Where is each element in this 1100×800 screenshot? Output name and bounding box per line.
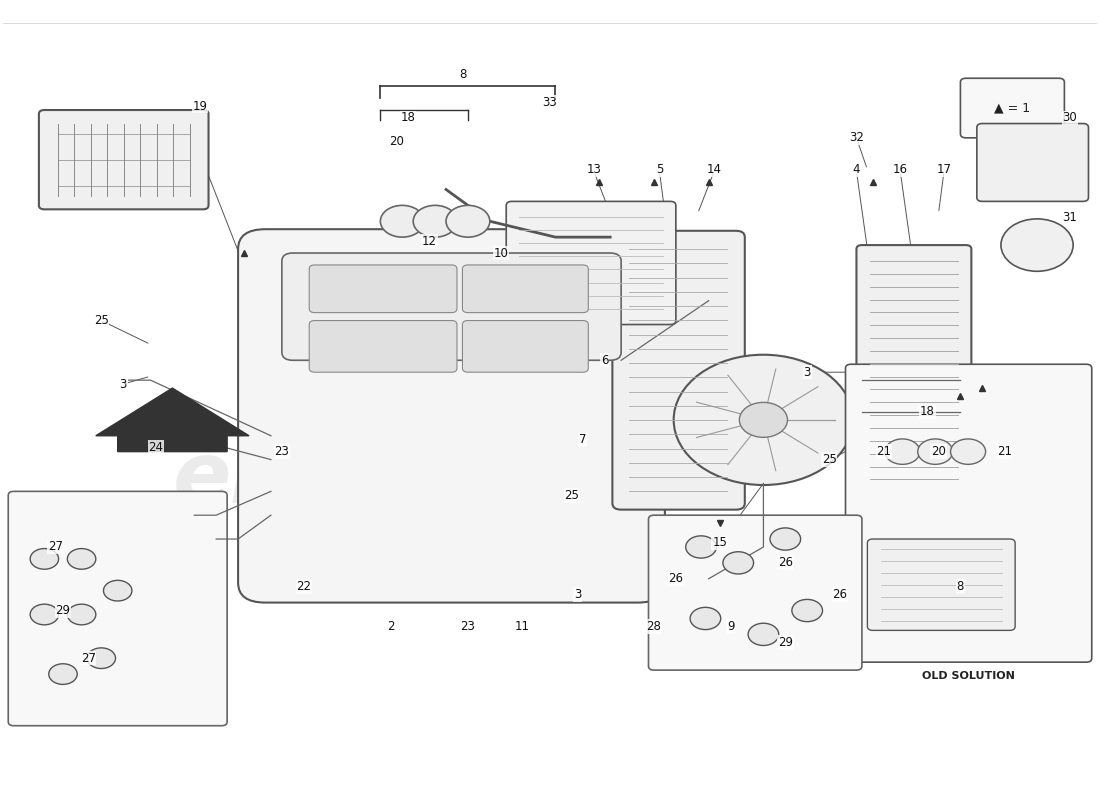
Text: 17: 17 <box>936 163 952 176</box>
Circle shape <box>30 604 58 625</box>
Circle shape <box>381 206 425 237</box>
Text: 31: 31 <box>1063 210 1077 224</box>
Text: 28: 28 <box>647 620 661 633</box>
Text: 9: 9 <box>727 620 735 633</box>
Text: 21: 21 <box>997 445 1012 458</box>
Text: 10: 10 <box>493 246 508 259</box>
Text: a passion for parts: a passion for parts <box>311 537 570 565</box>
Circle shape <box>1001 219 1074 271</box>
Text: 33: 33 <box>542 95 558 109</box>
Circle shape <box>690 607 721 630</box>
FancyBboxPatch shape <box>309 321 456 372</box>
Text: 20: 20 <box>389 135 404 148</box>
Polygon shape <box>96 388 249 452</box>
Text: 20: 20 <box>931 445 946 458</box>
FancyBboxPatch shape <box>857 245 971 495</box>
FancyBboxPatch shape <box>9 491 227 726</box>
Circle shape <box>748 623 779 646</box>
FancyBboxPatch shape <box>282 253 622 360</box>
FancyBboxPatch shape <box>868 539 1015 630</box>
Text: 25: 25 <box>822 453 836 466</box>
Text: 25: 25 <box>564 489 580 502</box>
FancyBboxPatch shape <box>960 78 1065 138</box>
Text: 29: 29 <box>778 636 793 649</box>
Circle shape <box>884 439 920 464</box>
Text: 26: 26 <box>833 588 847 601</box>
FancyBboxPatch shape <box>506 202 675 325</box>
Text: 27: 27 <box>80 652 96 665</box>
Text: ▲ = 1: ▲ = 1 <box>994 102 1031 114</box>
FancyBboxPatch shape <box>462 321 588 372</box>
Text: 29: 29 <box>55 604 70 617</box>
FancyBboxPatch shape <box>462 265 588 313</box>
Text: 16: 16 <box>893 163 907 176</box>
Circle shape <box>87 648 116 669</box>
Text: 5: 5 <box>656 163 663 176</box>
Text: 26: 26 <box>778 556 793 570</box>
Text: 3: 3 <box>120 378 127 390</box>
Text: 13: 13 <box>586 163 602 176</box>
Circle shape <box>792 599 823 622</box>
Circle shape <box>30 549 58 570</box>
Text: 32: 32 <box>849 131 864 144</box>
Text: 18: 18 <box>400 111 415 125</box>
Text: eLeparts: eLeparts <box>173 438 600 521</box>
Text: 8: 8 <box>459 68 466 81</box>
Text: 21: 21 <box>877 445 891 458</box>
Text: 6: 6 <box>601 354 608 366</box>
Circle shape <box>414 206 456 237</box>
Text: 3: 3 <box>574 588 581 601</box>
Circle shape <box>103 580 132 601</box>
Circle shape <box>67 549 96 570</box>
Text: 23: 23 <box>461 620 475 633</box>
FancyBboxPatch shape <box>649 515 862 670</box>
Text: 26: 26 <box>669 572 683 586</box>
Circle shape <box>48 664 77 685</box>
Circle shape <box>723 552 754 574</box>
FancyBboxPatch shape <box>613 230 745 510</box>
FancyBboxPatch shape <box>846 364 1091 662</box>
Text: 14: 14 <box>706 163 722 176</box>
Text: 30: 30 <box>1063 111 1077 125</box>
Circle shape <box>67 604 96 625</box>
Text: 22: 22 <box>296 580 311 593</box>
FancyBboxPatch shape <box>39 110 209 210</box>
Text: 7: 7 <box>579 434 586 446</box>
Text: 12: 12 <box>422 234 437 248</box>
Text: 24: 24 <box>148 441 164 454</box>
Text: 15: 15 <box>712 537 727 550</box>
Text: 4: 4 <box>852 163 860 176</box>
Text: 27: 27 <box>47 541 63 554</box>
Text: 25: 25 <box>94 314 109 327</box>
Text: OLD SOLUTION: OLD SOLUTION <box>922 670 1015 681</box>
Text: 11: 11 <box>515 620 530 633</box>
Circle shape <box>739 402 788 438</box>
Text: 19: 19 <box>192 99 207 113</box>
Circle shape <box>685 536 716 558</box>
Circle shape <box>950 439 986 464</box>
Text: 18: 18 <box>920 406 935 418</box>
Text: 8: 8 <box>957 580 964 593</box>
Text: 2: 2 <box>387 620 395 633</box>
Text: 23: 23 <box>274 445 289 458</box>
FancyBboxPatch shape <box>977 123 1089 202</box>
FancyBboxPatch shape <box>309 265 456 313</box>
Circle shape <box>917 439 953 464</box>
Circle shape <box>446 206 490 237</box>
FancyBboxPatch shape <box>238 229 664 602</box>
Circle shape <box>770 528 801 550</box>
Text: 3: 3 <box>803 366 811 378</box>
Circle shape <box>673 354 854 485</box>
